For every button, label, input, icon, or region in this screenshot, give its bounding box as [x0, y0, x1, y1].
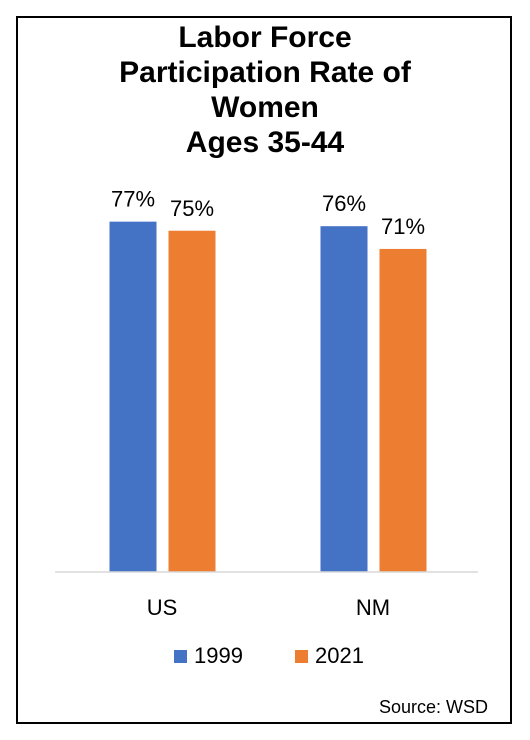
chart-title: Labor Force Participation Rate of Women … [0, 20, 530, 160]
bar-2021-US [168, 230, 216, 572]
legend-label-2021: 2021 [315, 643, 364, 668]
data-label-1999-NM: 76% [322, 191, 366, 216]
title-line-3: Women [211, 91, 319, 124]
x-tick-label-US: US [147, 595, 178, 620]
bar-1999-US [109, 221, 157, 572]
x-tick-label-NM: NM [356, 595, 390, 620]
data-label-2021-US: 75% [170, 196, 214, 221]
legend-swatch-1999 [174, 650, 187, 663]
chart-frame [16, 16, 512, 724]
bar-2021-NM [379, 248, 427, 572]
title-line-2: Participation Rate of [119, 56, 411, 89]
legend-label-1999: 1999 [194, 643, 243, 668]
bar-1999-NM [320, 226, 368, 572]
title-line-4: Ages 35-44 [185, 126, 345, 159]
legend-swatch-2021 [295, 650, 308, 663]
data-label-2021-NM: 71% [381, 214, 425, 239]
title-line-1: Labor Force [178, 21, 352, 54]
data-label-1999-US: 77% [111, 187, 155, 212]
source-note: Source: WSD [378, 697, 488, 717]
